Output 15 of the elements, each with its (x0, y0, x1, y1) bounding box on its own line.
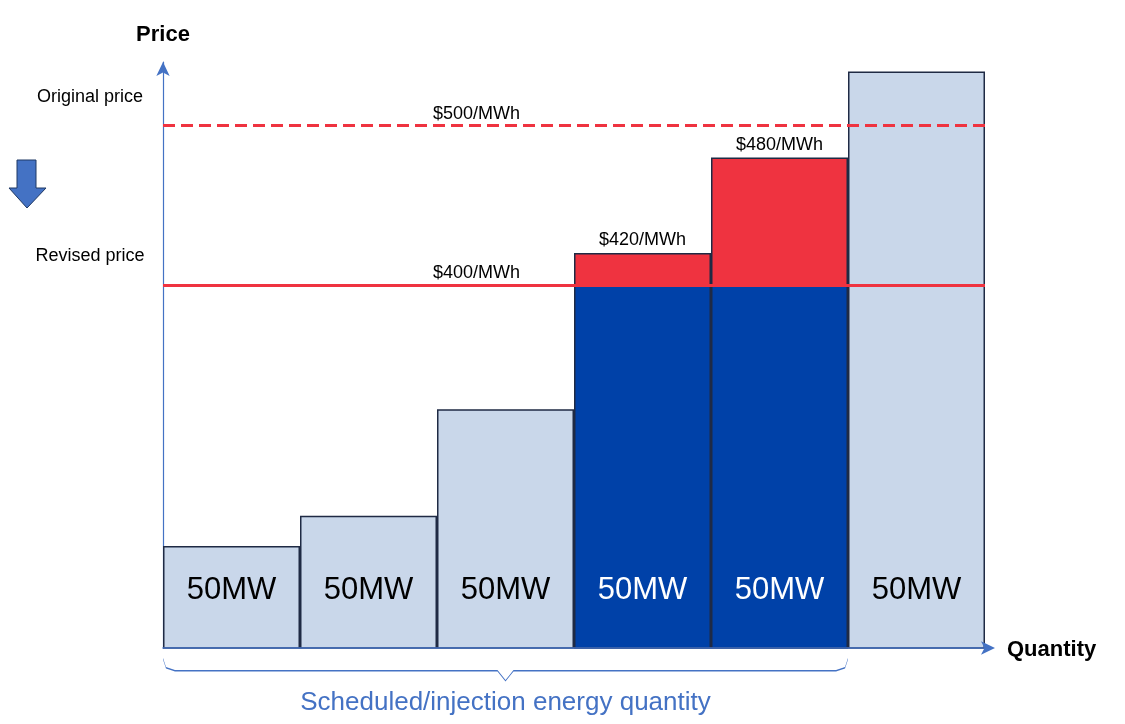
x-tick-label: 50MW (597, 571, 689, 606)
text: Revised price (35, 244, 145, 265)
x-tick-label: 50MW (460, 571, 552, 606)
x-tick-label: 50MW (323, 571, 415, 606)
x-axis-title: Quantity (1007, 635, 1097, 661)
ref-line-label: $400/MWh (433, 261, 521, 282)
text: Scheduled/injection energy quantity (300, 686, 711, 716)
data-label: $420/MWh (598, 229, 687, 250)
y-axis-title: Price (136, 20, 190, 46)
data-label: $480/MWh (735, 133, 824, 154)
ref-line-label: $500/MWh (433, 102, 521, 123)
x-tick-label: 50MW (734, 571, 826, 606)
x-tick-label: 50MW (186, 571, 278, 606)
text: Original price (36, 85, 144, 106)
x-tick-label: 50MW (871, 571, 963, 606)
